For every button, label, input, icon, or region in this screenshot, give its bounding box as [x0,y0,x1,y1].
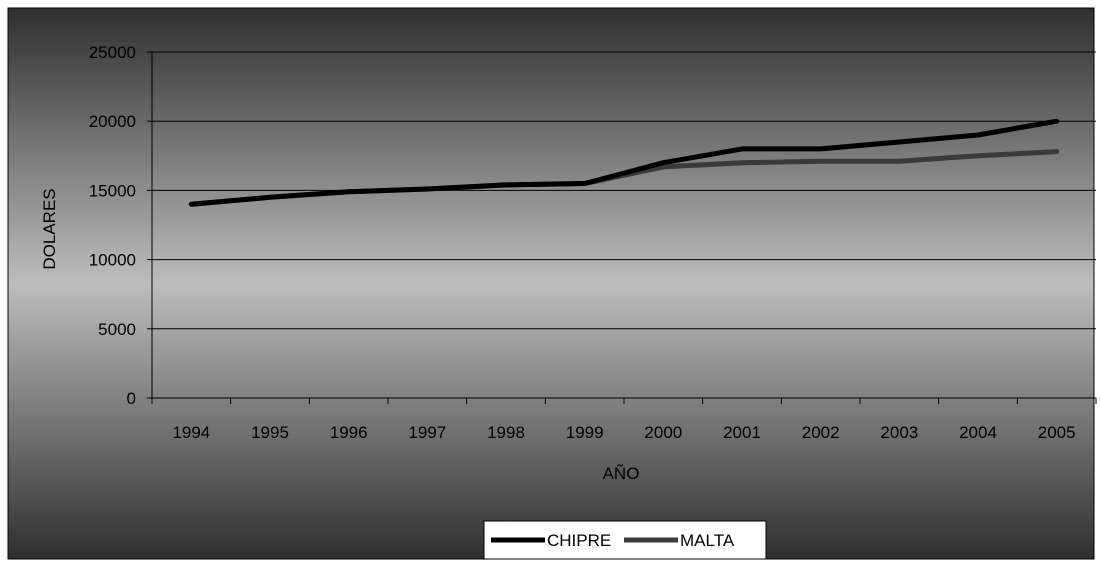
x-tick-label-1994: 1994 [172,423,210,442]
y-tick-label: 10000 [89,251,136,270]
x-tick-label-1998: 1998 [487,423,525,442]
x-tick-label-2000: 2000 [644,423,682,442]
x-tick-label-1999: 1999 [566,423,604,442]
y-tick-label: 25000 [89,43,136,62]
y-tick-label: 20000 [89,112,136,131]
x-tick-label-2005: 2005 [1038,423,1076,442]
y-tick-label: 0 [127,389,136,408]
x-axis-title: AÑO [603,464,640,483]
x-tick-label-1995: 1995 [251,423,289,442]
legend: CHIPRE MALTA [484,521,766,559]
legend-label-malta: MALTA [680,531,735,550]
chart-background [8,8,1094,559]
y-tick-label: 5000 [98,320,136,339]
y-tick-label: 15000 [89,181,136,200]
x-tick-label-2002: 2002 [802,423,840,442]
x-tick-label-1997: 1997 [408,423,446,442]
x-tick-label-2001: 2001 [723,423,761,442]
x-tick-label-1996: 1996 [330,423,368,442]
x-tick-label-2004: 2004 [959,423,997,442]
y-axis-title: DOLARES [40,188,59,269]
legend-label-chipre: CHIPRE [547,531,611,550]
x-tick-label-2003: 2003 [880,423,918,442]
